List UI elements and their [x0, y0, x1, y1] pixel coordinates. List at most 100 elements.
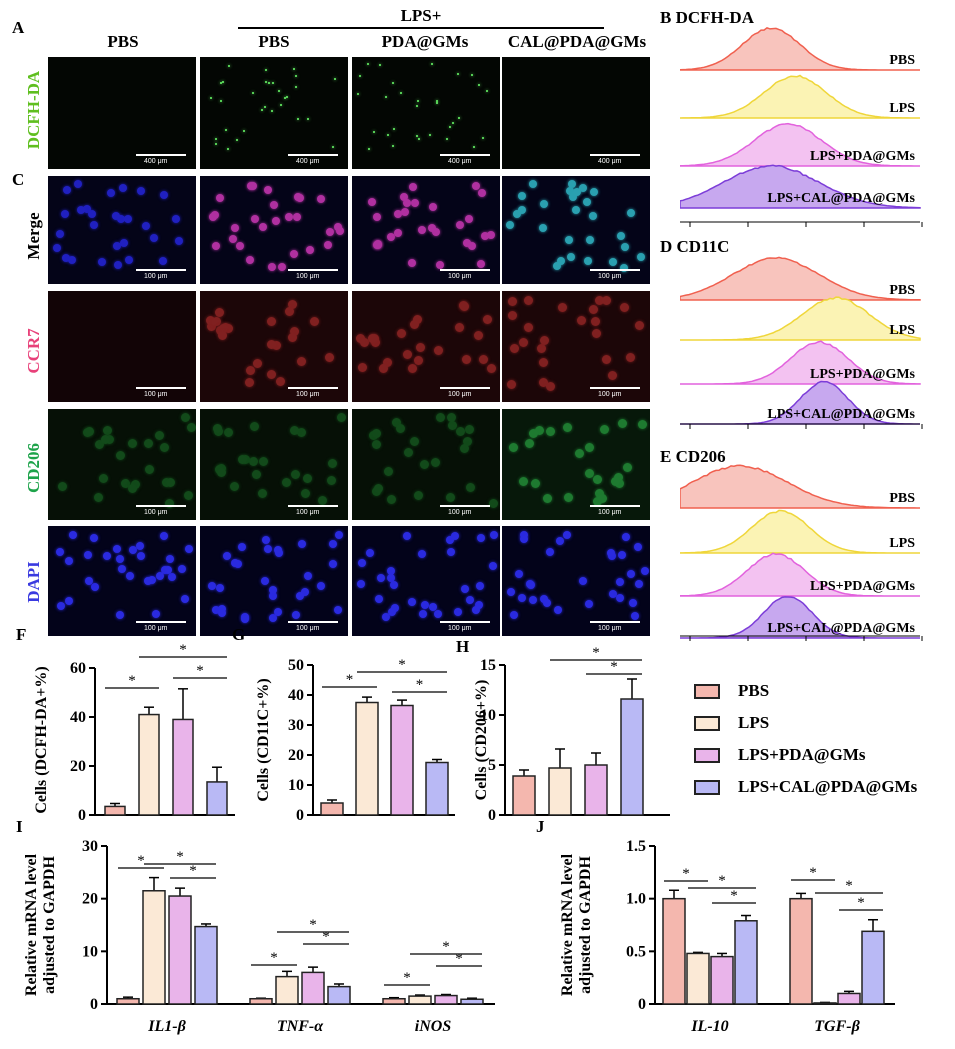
- cell-dot: [269, 201, 278, 210]
- cell-dot: [155, 431, 165, 441]
- cell-dot: [629, 598, 638, 607]
- cell-dot: [506, 380, 516, 390]
- cell-dot: [617, 550, 626, 559]
- x-group-label: TNF-α: [277, 1018, 324, 1035]
- cell-dot: [457, 72, 460, 75]
- cell-dot: [420, 459, 430, 469]
- cell-dot: [112, 544, 121, 553]
- cell-dot: [626, 208, 635, 217]
- cell-dot: [416, 342, 426, 352]
- significance-star: *: [857, 895, 865, 911]
- micrograph-merge-3: 100 μm: [352, 176, 500, 284]
- cell-dot: [518, 338, 528, 348]
- cell-dot: [373, 239, 382, 248]
- histogram-sample-label: PBS: [889, 491, 915, 506]
- cell-dot: [616, 593, 625, 602]
- cell-dot: [318, 495, 328, 505]
- cell-dot: [482, 136, 485, 139]
- scale-bar: [590, 505, 640, 507]
- cell-dot: [602, 355, 611, 365]
- cell-dot: [264, 81, 267, 84]
- cell-dot: [136, 551, 145, 560]
- significance-star: *: [845, 878, 853, 894]
- cell-dot: [404, 448, 414, 458]
- cell-dot: [383, 466, 393, 476]
- cell-dot: [115, 555, 124, 564]
- cell-dot: [273, 607, 282, 616]
- cell-dot: [275, 377, 285, 387]
- significance-star: *: [730, 888, 738, 904]
- cell-dot: [474, 600, 483, 609]
- cell-dot: [327, 459, 337, 469]
- cell-dot: [616, 578, 625, 587]
- bar: [390, 704, 414, 816]
- cell-dot: [506, 220, 515, 229]
- significance-star: *: [455, 951, 463, 967]
- histogram-sample-label: LPS+PDA@GMs: [810, 149, 916, 164]
- cell-dot: [391, 418, 401, 428]
- cell-dot: [572, 187, 581, 196]
- cell-dot: [510, 610, 519, 619]
- scale-bar-label: 100 μm: [598, 391, 622, 398]
- flow-cd11c-label: D CD11C: [660, 237, 730, 256]
- y-tick-label: 1.5: [626, 838, 646, 855]
- micrograph-dcfh-2: 400 μm: [200, 57, 348, 169]
- cell-dot: [367, 197, 376, 206]
- cell-dot: [316, 194, 325, 203]
- cell-dot: [373, 130, 375, 133]
- cell-dot: [260, 576, 269, 585]
- bar: [104, 805, 126, 816]
- cell-dot: [222, 80, 225, 83]
- scale-bar: [136, 269, 186, 271]
- cell-dot: [306, 245, 315, 254]
- cell-dot: [482, 314, 492, 324]
- cell-dot: [607, 548, 616, 557]
- cell-dot: [397, 328, 406, 338]
- cell-dot: [337, 413, 347, 423]
- scale-bar: [288, 154, 338, 156]
- histogram-sample-label: LPS: [889, 536, 915, 551]
- cell-dot: [229, 235, 237, 244]
- significance-star: *: [309, 917, 317, 933]
- cell-dot: [224, 427, 234, 437]
- cell-dot: [230, 558, 239, 567]
- cell-dot: [333, 605, 342, 614]
- cell-dot: [413, 314, 423, 324]
- cell-dot: [418, 226, 427, 235]
- cell-dot: [387, 608, 396, 617]
- cell-dot: [400, 92, 402, 95]
- cell-dot: [590, 188, 599, 197]
- micrograph-cd206-4: 100 μm: [502, 409, 650, 520]
- cell-dot: [590, 316, 600, 326]
- scale-bar: [590, 387, 640, 389]
- histogram-sample-label: LPS+PDA@GMs: [810, 367, 916, 382]
- bar: [116, 997, 140, 1005]
- cell-dot: [454, 608, 463, 617]
- cell-dot: [177, 564, 186, 573]
- micrograph-cd206-3: 100 μm: [352, 409, 500, 520]
- histogram-sample-label: LPS+CAL@PDA@GMs: [767, 621, 915, 636]
- cell-dot: [368, 148, 371, 151]
- cell-dot: [224, 129, 227, 131]
- y-axis-label: Relative mRNA level: [559, 853, 576, 996]
- scale-bar-label: 100 μm: [296, 391, 320, 398]
- cell-dot: [285, 213, 294, 222]
- cell-dot: [487, 364, 497, 374]
- bar: [355, 701, 379, 816]
- cell-dot: [270, 110, 273, 113]
- cell-dot: [252, 470, 262, 480]
- cell-dot: [540, 336, 550, 346]
- group-header-line: [238, 27, 604, 29]
- significance-star: *: [809, 865, 817, 881]
- cell-dot: [251, 91, 254, 94]
- cell-dot: [297, 428, 307, 438]
- cell-dot: [359, 74, 362, 77]
- cell-dot: [525, 438, 535, 448]
- cell-dot: [464, 424, 474, 434]
- scale-bar-label: 100 μm: [448, 509, 472, 516]
- cell-dot: [431, 227, 440, 236]
- cell-dot: [507, 297, 517, 307]
- cell-dot: [103, 425, 113, 435]
- cell-dot: [293, 67, 296, 70]
- histogram-2: [680, 296, 921, 341]
